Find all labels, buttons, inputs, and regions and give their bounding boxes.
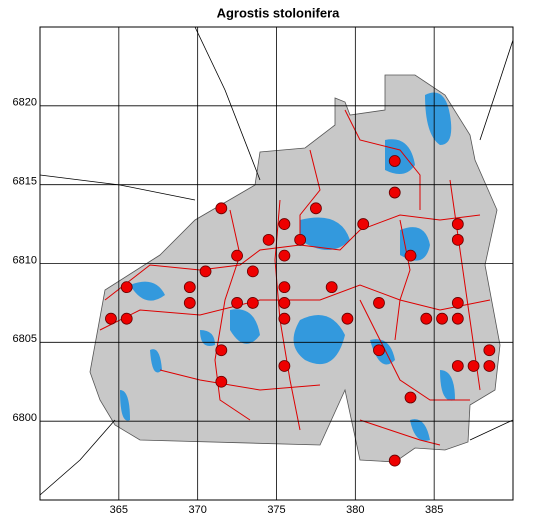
- y-tick-label: 6800: [13, 412, 37, 424]
- occurrence-dot: [215, 202, 228, 215]
- occurrence-dot: [451, 312, 464, 325]
- occurrence-dot: [246, 265, 259, 278]
- roads: [40, 27, 513, 496]
- occurrence-dot: [436, 312, 448, 325]
- occurrence-dot: [467, 360, 480, 372]
- y-tick-label: 6815: [13, 176, 37, 188]
- occurrence-dot: [310, 202, 322, 215]
- y-tick-label: 6820: [13, 97, 37, 109]
- occurrence-dot: [388, 454, 401, 467]
- x-tick-label: 375: [267, 504, 285, 516]
- occurrence-dot: [451, 360, 464, 372]
- occurrence-dot: [120, 281, 133, 294]
- occurrence-dot: [483, 360, 496, 372]
- occurrence-dot: [231, 249, 243, 262]
- occurrence-dot: [246, 297, 259, 309]
- occurrence-dot: [278, 249, 291, 262]
- occurrence-dot: [199, 265, 212, 278]
- x-tick-label: 380: [346, 504, 364, 516]
- occurrence-dot: [294, 233, 307, 246]
- occurrence-dot: [278, 312, 291, 325]
- occurrence-dot: [388, 155, 401, 167]
- occurrence-dot: [404, 391, 417, 404]
- occurrence-dot: [373, 344, 385, 357]
- occurrence-dot: [215, 375, 228, 388]
- occurrence-dot: [278, 360, 291, 372]
- occurrence-dot: [373, 297, 385, 309]
- y-tick-label: 6810: [13, 254, 37, 266]
- occurrence-dot: [231, 297, 243, 309]
- x-tick-label: 385: [425, 504, 443, 516]
- map-title: Agrostis stolonifera: [217, 5, 341, 20]
- occurrence-dot: [183, 281, 196, 294]
- occurrence-dot: [341, 312, 354, 325]
- occurrence-dot: [357, 218, 370, 230]
- occurrence-dot: [183, 297, 196, 309]
- x-tick-label: 370: [188, 504, 206, 516]
- occurrence-dot: [420, 312, 433, 325]
- occurrence-dot: [404, 249, 417, 262]
- occurrence-dot: [388, 186, 401, 199]
- x-tick-label: 365: [110, 504, 128, 516]
- occurrence-dot: [105, 312, 117, 325]
- occurrence-dot: [215, 344, 228, 357]
- y-tick-label: 6805: [13, 333, 37, 345]
- occurrence-dot: [278, 297, 291, 309]
- occurrence-dot: [451, 297, 464, 309]
- occurrence-dot: [325, 281, 338, 294]
- occurrence-dot: [120, 312, 133, 325]
- occurrence-dot: [278, 218, 291, 230]
- occurrence-dot: [451, 218, 464, 230]
- occurrence-dot: [483, 344, 496, 357]
- occurrence-dot: [278, 281, 291, 294]
- occurrence-dot: [451, 233, 464, 246]
- occurrence-dot: [262, 233, 275, 246]
